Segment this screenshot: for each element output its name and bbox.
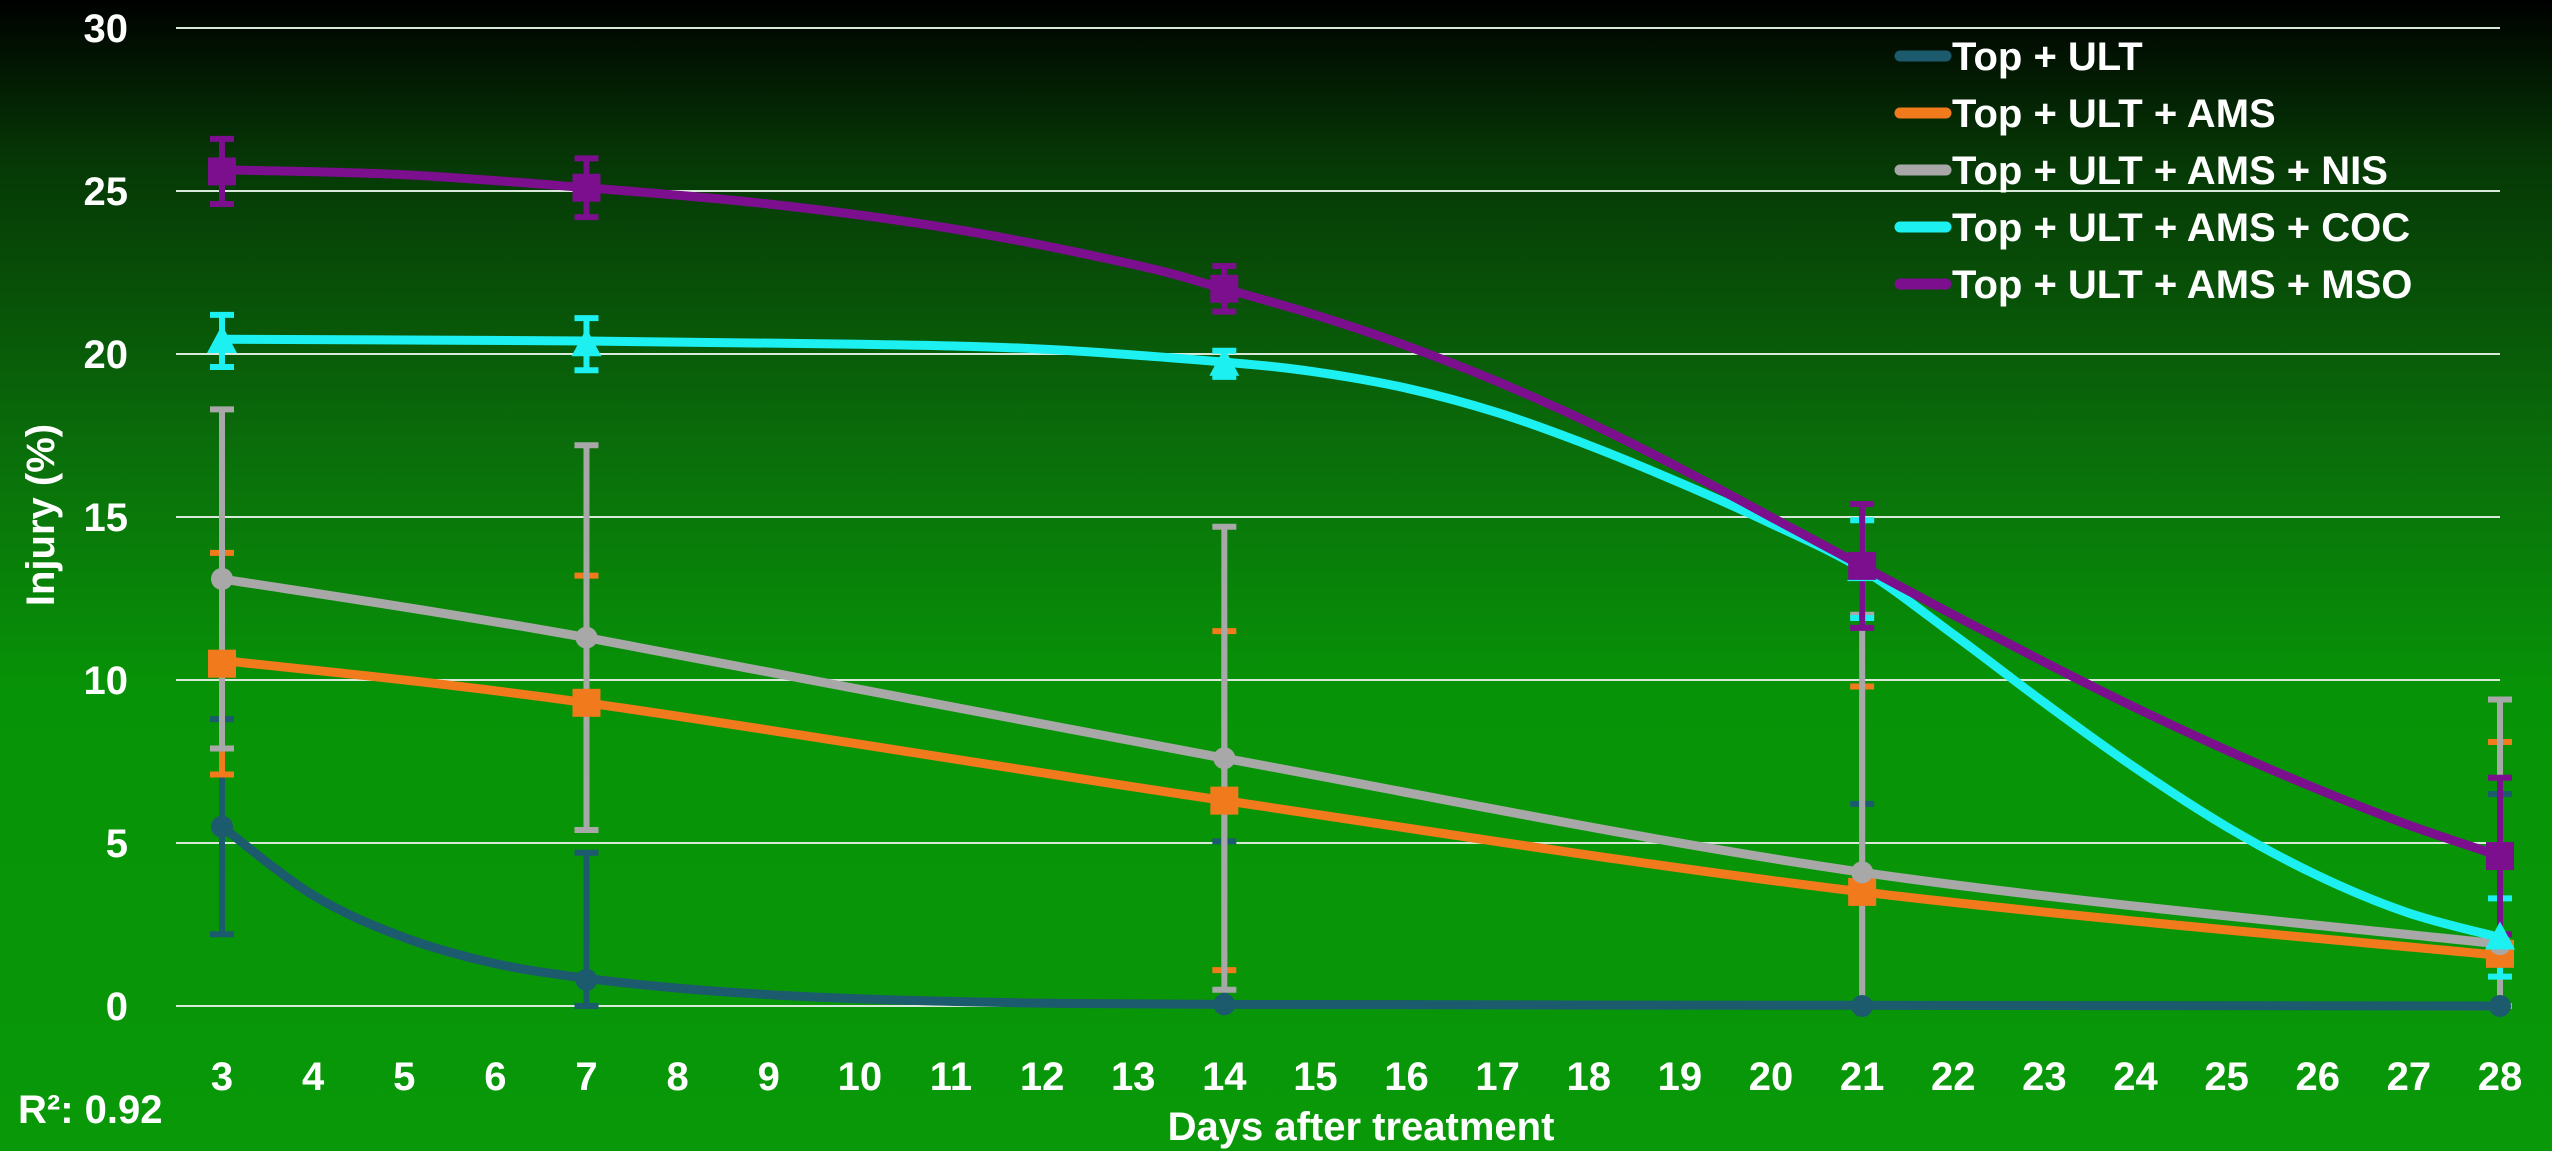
data-point xyxy=(575,626,598,649)
data-point xyxy=(572,688,601,717)
data-point xyxy=(1210,786,1239,815)
x-tick-label: 11 xyxy=(930,1055,972,1099)
data-point xyxy=(211,815,233,838)
x-tick-label: 21 xyxy=(1840,1055,1885,1099)
y-tick-label: 30 xyxy=(84,7,129,51)
data-point xyxy=(1209,347,1240,376)
x-tick-label: 16 xyxy=(1384,1055,1429,1099)
x-tick-label: 20 xyxy=(1749,1055,1794,1099)
x-tick-label: 6 xyxy=(484,1055,506,1099)
x-tick-label: 22 xyxy=(1931,1055,1976,1099)
legend-entry: Top + ULT + AMS xyxy=(1952,92,2276,136)
data-point xyxy=(2489,995,2511,1017)
x-tick-label: 5 xyxy=(393,1055,415,1099)
x-tick-label: 25 xyxy=(2204,1055,2249,1099)
series-line xyxy=(217,655,2505,960)
x-axis-label: Days after treatment xyxy=(1168,1105,1555,1149)
data-point xyxy=(1851,995,1874,1017)
y-axis-ticks: 0 5 10 15 20 25 30 xyxy=(84,7,129,1029)
x-tick-label: 26 xyxy=(2296,1055,2341,1099)
x-tick-label: 17 xyxy=(1475,1055,1520,1099)
data-point xyxy=(1213,993,1236,1016)
x-tick-label: 15 xyxy=(1293,1055,1338,1099)
series-line xyxy=(217,165,2505,861)
legend-entry: Top + ULT + AMS + NIS xyxy=(1952,149,2388,193)
legend-entry: Top + ULT + AMS + MSO xyxy=(1952,263,2412,307)
series-line xyxy=(217,822,2505,1011)
data-point xyxy=(208,649,236,678)
data-point xyxy=(1213,747,1236,770)
data-point xyxy=(575,968,598,991)
y-tick-label: 5 xyxy=(106,822,128,866)
data-point xyxy=(1210,274,1239,303)
y-tick-label: 25 xyxy=(84,170,129,214)
x-tick-label: 7 xyxy=(575,1055,597,1099)
x-tick-label: 13 xyxy=(1111,1055,1156,1099)
series-line xyxy=(217,574,2505,949)
data-point xyxy=(572,173,601,202)
y-axis-label: Injury (%) xyxy=(19,424,63,606)
x-tick-label: 19 xyxy=(1658,1055,1703,1099)
gridlines xyxy=(176,27,2500,1007)
legend-entry: Top + ULT xyxy=(1952,35,2143,79)
x-tick-label: 24 xyxy=(2113,1055,2158,1099)
legend-entry: Top + ULT + AMS + COC xyxy=(1952,206,2410,250)
data-point xyxy=(1851,861,1874,884)
data-point xyxy=(1848,551,1877,580)
x-tick-label: 23 xyxy=(2022,1055,2067,1099)
data-point xyxy=(211,567,233,590)
x-tick-label: 4 xyxy=(302,1055,325,1099)
series-lines xyxy=(207,135,2515,1017)
x-tick-label: 28 xyxy=(2478,1055,2523,1099)
y-tick-label: 20 xyxy=(84,333,129,377)
x-tick-label: 10 xyxy=(838,1055,883,1099)
x-axis-ticks: 3 4 5 6 7 8 9 10 11 12 13 14 15 16 17 18 19 20 21 22 23 24 25 2… xyxy=(211,1055,2522,1099)
data-point xyxy=(2486,842,2514,871)
x-tick-label: 3 xyxy=(211,1055,233,1099)
y-tick-label: 15 xyxy=(84,496,129,540)
x-tick-label: 12 xyxy=(1020,1055,1065,1099)
series-line xyxy=(217,334,2505,942)
data-point xyxy=(208,157,236,186)
x-tick-label: 9 xyxy=(758,1055,780,1099)
y-tick-label: 10 xyxy=(84,659,129,703)
data-point xyxy=(2485,921,2515,950)
x-tick-label: 27 xyxy=(2387,1055,2432,1099)
data-point xyxy=(571,328,602,357)
y-tick-label: 0 xyxy=(106,985,128,1029)
x-tick-label: 14 xyxy=(1202,1055,1247,1099)
x-tick-label: 18 xyxy=(1567,1055,1612,1099)
r-squared-annotation: R²: 0.92 xyxy=(18,1088,163,1132)
data-point xyxy=(207,324,237,353)
x-tick-label: 8 xyxy=(666,1055,688,1099)
legend: Top + ULT Top + ULT + AMS Top + ULT + AMS … xyxy=(1894,35,2412,307)
